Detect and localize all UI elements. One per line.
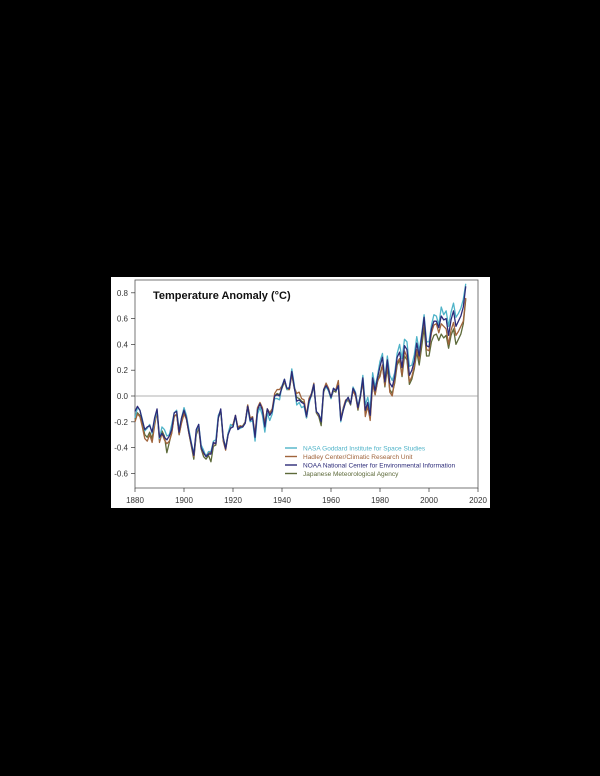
x-tick-label: 1900 [175, 496, 193, 505]
x-tick-label: 1880 [126, 496, 144, 505]
series-line [134, 299, 467, 463]
y-tick-label: -0.6 [114, 469, 128, 478]
y-tick-label: 0.0 [117, 392, 129, 401]
x-axis: 1880 1900 1920 1940 1960 1980 2000 2020 [126, 488, 487, 505]
x-tick-label: 2020 [469, 496, 487, 505]
series-line [134, 286, 467, 458]
x-tick-label: 1940 [273, 496, 291, 505]
series-line [134, 297, 467, 458]
legend: NASA Goddard Institute for Space Studies… [285, 445, 455, 478]
x-tick-label: 1920 [224, 496, 242, 505]
legend-label: Japanese Meteorological Agency [303, 471, 399, 478]
x-tick-label: 1960 [322, 496, 340, 505]
legend-label: NASA Goddard Institute for Space Studies [303, 445, 426, 452]
y-tick-label: -0.4 [114, 444, 128, 453]
chart-figure: 0.8 0.6 0.4 0.2 0.0 -0.2 -0.4 -0.6 1880 1900 1920… [111, 277, 490, 508]
x-tick-label: 1980 [371, 496, 389, 505]
line-chart: 0.8 0.6 0.4 0.2 0.0 -0.2 -0.4 -0.6 1880 1900 1920… [114, 279, 487, 505]
x-tick-label: 2000 [420, 496, 438, 505]
chart-title: Temperature Anomaly (°C) [153, 290, 291, 302]
series-line [134, 283, 467, 458]
y-tick-label: 0.6 [117, 315, 129, 324]
y-tick-label: 0.8 [117, 289, 129, 298]
y-tick-label: 0.4 [117, 340, 129, 349]
legend-label: Hadley Center/Climatic Research Unit [303, 454, 413, 461]
y-tick-label: -0.2 [114, 418, 128, 427]
data-series [134, 283, 467, 463]
plot-frame [134, 279, 479, 489]
legend-label: NOAA National Center for Environmental I… [303, 462, 455, 469]
y-tick-label: 0.2 [117, 366, 129, 375]
y-axis: 0.8 0.6 0.4 0.2 0.0 -0.2 -0.4 -0.6 [114, 289, 135, 478]
